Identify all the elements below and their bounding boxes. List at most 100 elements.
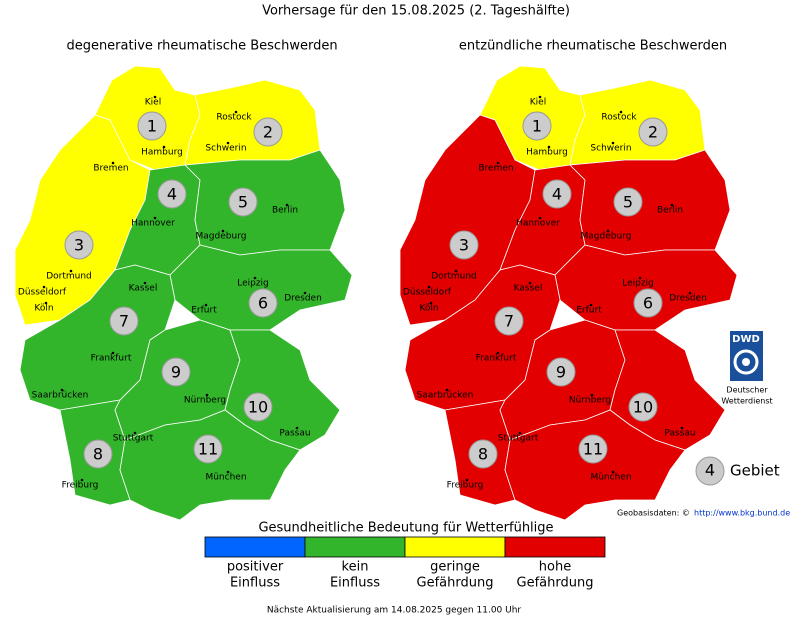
logo-swirl: [733, 349, 759, 375]
city-label: Nürnberg: [569, 396, 611, 406]
source-label: Geobasisdaten: ©: [617, 509, 690, 518]
legend-label: Einfluss: [330, 576, 380, 591]
city-label: Düsseldorf: [403, 288, 452, 298]
city-dot: [590, 393, 594, 397]
city-dot: [538, 216, 542, 220]
city-dot: [429, 301, 433, 305]
region-number: 1: [532, 117, 542, 136]
region-circle: [253, 117, 283, 147]
region-circle: [157, 179, 187, 209]
key-number: 4: [705, 461, 715, 480]
city-dot: [611, 141, 615, 145]
city-dot: [445, 388, 449, 392]
city-dot: [538, 95, 542, 99]
city-label: Berlin: [657, 206, 683, 216]
region-circle: [613, 187, 643, 217]
city-label: Hannover: [516, 219, 560, 229]
city-dot: [226, 141, 230, 145]
region-circle: [193, 434, 223, 464]
city-dot: [221, 229, 225, 233]
region-circle: [578, 434, 608, 464]
city-dot: [465, 478, 469, 482]
city-label: Bremen: [478, 164, 513, 174]
city-dot: [606, 229, 610, 233]
region-number: 2: [263, 123, 273, 142]
region-circle: [628, 392, 658, 422]
city-label: Nürnberg: [184, 396, 226, 406]
city-dot: [69, 269, 73, 273]
region-circle: [494, 306, 524, 336]
city-label: Passau: [664, 429, 695, 439]
key-circle: [695, 456, 725, 486]
city-dot: [226, 470, 230, 474]
region-circle: [248, 288, 278, 318]
region-number: 9: [171, 363, 181, 382]
legend-label: Einfluss: [230, 576, 280, 591]
city-label: Hannover: [131, 219, 175, 229]
city-label: Bremen: [93, 164, 128, 174]
region-number: 5: [623, 193, 633, 212]
legend-label: kein: [342, 560, 369, 575]
region: [119, 409, 301, 521]
legend-title: Gesundheitliche Bedeutung für Wetterfühl…: [258, 521, 553, 536]
region-circle: [83, 439, 113, 469]
map-title: degenerative rheumatische Beschwerden: [66, 39, 337, 54]
region-circle: [137, 111, 167, 141]
city-dot: [44, 301, 48, 305]
city-label: Hamburg: [141, 148, 183, 158]
city-label: Dresden: [669, 294, 707, 304]
city-label: Kassel: [514, 284, 543, 294]
city-dot: [638, 276, 642, 280]
region-circle: [161, 357, 191, 387]
city-dot: [611, 470, 615, 474]
city-label: Dresden: [284, 294, 322, 304]
legend-swatch: [504, 536, 606, 558]
legend-swatch: [204, 536, 306, 558]
city-label: Dortmund: [431, 272, 477, 282]
city-label: Passau: [279, 429, 310, 439]
region-number: 6: [258, 294, 268, 313]
legend-label: hohe: [539, 560, 571, 575]
city-dot: [680, 426, 684, 430]
region-circle: [633, 288, 663, 318]
city-label: München: [590, 473, 631, 483]
city-label: Saarbrücken: [32, 391, 89, 401]
city-dot: [153, 216, 157, 220]
map: Kiel Rostock Hamburg Schwerin Bremen Hannover…: [399, 65, 738, 521]
region-circle: [522, 111, 552, 141]
city-label: Magdeburg: [196, 232, 247, 242]
legend-label: geringe: [430, 560, 480, 575]
city-label: Rostock: [216, 113, 252, 123]
city-label: Hamburg: [526, 148, 568, 158]
area-key: 4 Gebiet: [695, 456, 780, 486]
city-label: München: [205, 473, 246, 483]
city-dot: [670, 203, 674, 207]
city-dot: [496, 351, 500, 355]
source-link[interactable]: http://www.bkg.bund.de: [694, 509, 790, 518]
region-number: 11: [583, 440, 603, 459]
city-label: Stuttgart: [498, 434, 539, 444]
dwd-logo: DWD Deutscher Wetterdienst: [721, 331, 773, 406]
region-circle: [638, 117, 668, 147]
region-number: 2: [648, 123, 658, 142]
region-number: 10: [248, 398, 268, 417]
region-number: 7: [504, 312, 514, 331]
legend: positiverEinflusskeinEinflussgeringeGefä…: [204, 536, 606, 591]
city-dot: [162, 145, 166, 149]
city-dot: [518, 431, 522, 435]
region-circle: [64, 230, 94, 260]
region-number: 4: [167, 185, 177, 204]
city-label: Frankfurt: [476, 354, 517, 364]
city-dot: [143, 281, 147, 285]
city-dot: [253, 276, 257, 280]
page-title: Vorhersage für den 15.08.2025 (2. Tagesh…: [262, 4, 570, 19]
city-label: Köln: [34, 304, 53, 314]
region-number: 10: [633, 398, 653, 417]
city-dot: [688, 291, 692, 295]
city-dot: [133, 431, 137, 435]
city-label: Kiel: [530, 98, 546, 108]
city-label: Leipzig: [237, 279, 269, 289]
city-dot: [111, 161, 115, 165]
legend-label: Gefährdung: [517, 576, 594, 591]
